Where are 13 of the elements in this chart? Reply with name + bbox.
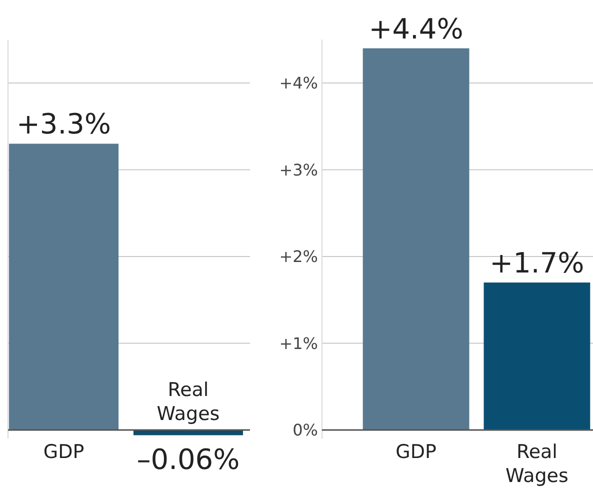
data-label: –0.06%	[136, 443, 240, 476]
data-label: +1.7%	[490, 246, 584, 280]
x-tick-label: GDP	[396, 441, 436, 463]
y-tick-label: 0%	[292, 420, 318, 440]
data-label: +3.3%	[16, 108, 112, 141]
x-tick-label: GDP	[43, 441, 84, 463]
data-label: +4.4%	[368, 12, 464, 46]
y-tick-label: +1%	[279, 334, 318, 353]
x-tick-label: Real Wages	[156, 379, 220, 425]
x-tick-label: Real Wages	[506, 441, 568, 487]
y-tick-label: +3%	[279, 160, 318, 180]
y-tick-label: +4%	[279, 74, 318, 93]
y-tick-label: +2%	[279, 247, 318, 266]
